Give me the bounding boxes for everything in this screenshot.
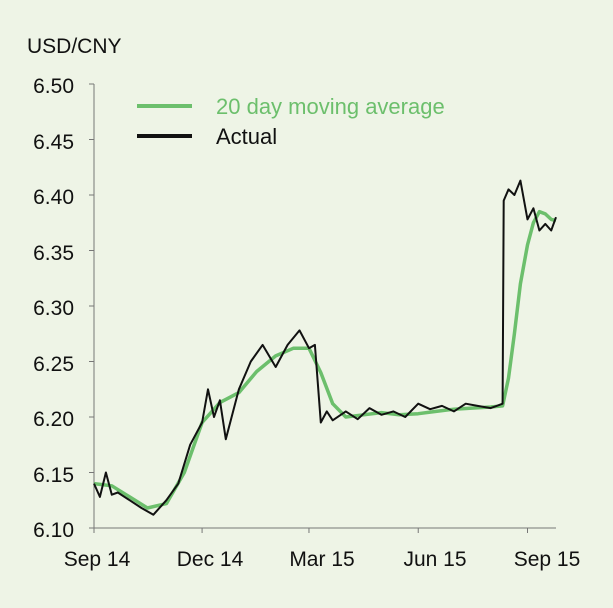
y-tick-label: 6.35 xyxy=(33,242,74,265)
y-tick-label: 6.25 xyxy=(33,353,74,376)
x-tick-label: Sep 14 xyxy=(64,548,131,571)
legend: 20 day moving average Actual xyxy=(137,94,445,149)
x-tick-label: Mar 15 xyxy=(289,548,354,571)
x-tick-label: Jun 15 xyxy=(403,548,466,571)
y-tick-label: 6.15 xyxy=(33,464,74,487)
x-tick-label: Dec 14 xyxy=(177,548,244,571)
y-tick-label: 6.50 xyxy=(33,75,74,98)
y-tick-label: 6.45 xyxy=(33,131,74,154)
y-axis-unit-label: USD/CNY xyxy=(27,35,122,58)
y-tick-label: 6.20 xyxy=(33,408,74,431)
actual-line xyxy=(93,179,557,516)
series-layer xyxy=(93,179,557,516)
y-tick-label: 6.40 xyxy=(33,186,74,209)
y-tick-label: 6.10 xyxy=(33,519,74,542)
y-tick-labels: 6.10 6.15 6.20 6.25 6.30 6.35 6.40 6.45 … xyxy=(33,75,74,542)
y-tick-label: 6.30 xyxy=(33,297,74,320)
legend-label-moving-average: 20 day moving average xyxy=(216,94,445,119)
x-axis-ticks xyxy=(93,528,528,533)
x-tick-labels: Sep 14 Dec 14 Mar 15 Jun 15 Sep 15 xyxy=(64,548,581,571)
legend-label-actual: Actual xyxy=(216,124,277,149)
axes xyxy=(89,83,556,533)
y-axis-ticks xyxy=(89,83,94,529)
x-tick-label: Sep 15 xyxy=(514,548,581,571)
moving-average-line xyxy=(93,209,557,510)
